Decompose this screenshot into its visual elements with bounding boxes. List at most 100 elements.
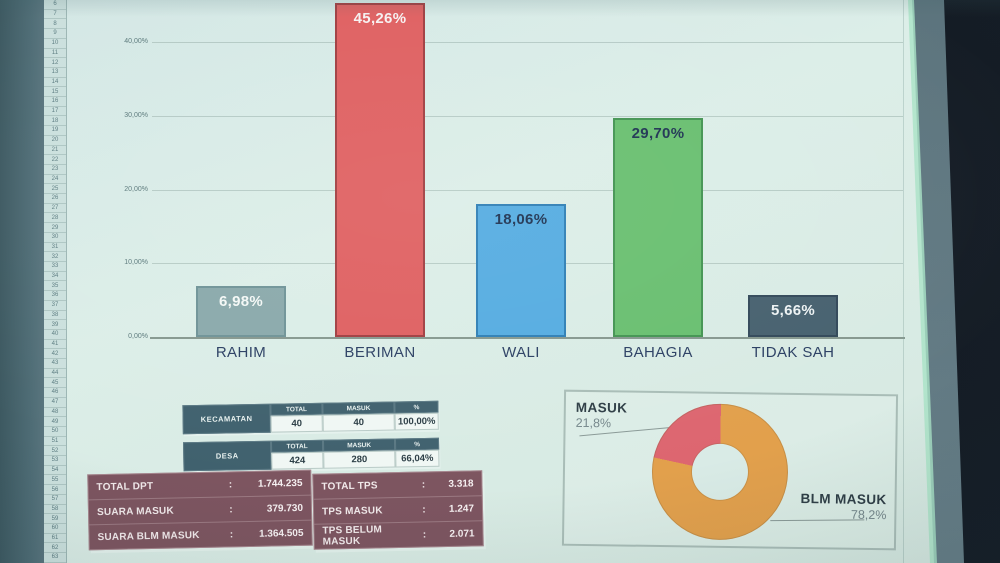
row-value: 1.744.235	[257, 477, 303, 490]
row-number: 23	[44, 165, 66, 175]
bar-beriman	[335, 3, 425, 337]
col-header-pct: %	[394, 437, 440, 451]
category-label: BERIMAN	[344, 344, 416, 361]
projector-left-bezel	[0, 0, 44, 563]
row-number: 59	[44, 514, 66, 524]
gridline	[152, 115, 903, 117]
row-number: 49	[44, 417, 66, 427]
table-row: SUARA BLM MASUK : 1.364.505	[89, 521, 311, 550]
kecamatan-row-label: KECAMATAN	[182, 403, 271, 435]
desa-masuk: 280	[323, 450, 396, 469]
tps-summary-table: TOTAL TPS : 3.318 TPS MASUK : 1.247 TPS …	[312, 470, 484, 550]
category-label: WALI	[502, 344, 540, 361]
row-number: 37	[44, 301, 66, 311]
gridline	[152, 189, 903, 191]
row-number: 62	[44, 543, 66, 554]
row-number: 38	[44, 311, 66, 321]
row-value: 1.364.505	[258, 527, 304, 540]
row-number: 51	[44, 437, 66, 447]
bar-wali	[476, 203, 566, 337]
row-number: 45	[44, 378, 66, 389]
row-number: 32	[44, 252, 66, 262]
callout-lines	[579, 426, 865, 522]
row-number: 39	[44, 320, 66, 330]
x-axis-line	[150, 337, 905, 339]
row-number: 22	[44, 155, 66, 165]
desa-pct: 66,04%	[395, 449, 440, 468]
table-row: TPS MASUK : 1.247	[313, 496, 483, 525]
row-number: 56	[44, 485, 66, 495]
row-number: 36	[44, 291, 66, 301]
row-label: TPS BELUM MASUK	[322, 524, 383, 548]
masuk-percentage: 21,8%	[575, 415, 612, 431]
separator: :	[422, 503, 426, 515]
row-label: SUARA BLM MASUK	[97, 529, 200, 543]
donut-label-masuk: MASUK 21,8%	[576, 400, 628, 431]
row-number: 47	[44, 398, 66, 408]
row-number: 31	[44, 243, 66, 253]
row-number: 28	[44, 213, 66, 224]
category-label: RAHIM	[215, 344, 267, 361]
y-axis-tick-label: 30,00%	[124, 111, 148, 119]
table-row: TOTAL TPS : 3.318	[313, 471, 482, 500]
row-number: 11	[44, 49, 66, 59]
row-number: 16	[44, 97, 66, 107]
row-number: 20	[44, 136, 66, 146]
y-axis-tick-label: 10,00%	[124, 259, 148, 267]
row-number: 44	[44, 369, 66, 379]
row-number: 58	[44, 505, 66, 515]
row-number: 42	[44, 349, 66, 360]
separator: :	[229, 503, 233, 515]
bar-bahagia	[613, 117, 703, 337]
row-number: 53	[44, 456, 66, 466]
row-number: 30	[44, 233, 66, 243]
row-label: SUARA MASUK	[96, 505, 174, 518]
col-header-pct: %	[394, 400, 439, 414]
row-number: 52	[44, 446, 66, 457]
row-number: 33	[44, 262, 66, 272]
row-label: TPS MASUK	[321, 504, 383, 518]
donut-chart-panel: MASUK 21,8% BLM MASUK 78,2%	[561, 389, 899, 551]
y-axis-tick-label: 0,00%	[128, 333, 148, 340]
region-progress-tables: KECAMATAN TOTAL MASUK % 40 40 100,00% DE…	[182, 400, 440, 479]
row-number: 43	[44, 359, 66, 369]
bar-value-label: 6,98%	[218, 292, 264, 310]
row-number: 29	[44, 223, 66, 233]
category-label: TIDAK SAH	[751, 344, 835, 361]
row-number: 19	[44, 126, 66, 136]
row-number: 46	[44, 388, 66, 398]
separator: :	[422, 528, 427, 540]
row-number: 13	[44, 68, 66, 78]
row-number: 14	[44, 78, 66, 88]
row-number: 55	[44, 475, 66, 486]
row-number: 27	[44, 204, 66, 214]
row-number: 12	[44, 58, 66, 68]
kecamatan-pct: 100,00%	[394, 412, 439, 431]
row-label: TOTAL DPT	[96, 480, 154, 493]
bar-value-label: 29,70%	[631, 124, 685, 142]
row-number: 18	[44, 116, 66, 127]
kecamatan-table: KECAMATAN TOTAL MASUK % 40 40 100,00%	[182, 400, 439, 435]
col-header-total: TOTAL	[270, 402, 323, 416]
row-number: 35	[44, 281, 66, 292]
row-value: 3.318	[448, 477, 474, 490]
row-number: 7	[44, 10, 66, 20]
bar-value-label: 5,66%	[770, 302, 816, 320]
separator: :	[228, 478, 233, 490]
row-number: 25	[44, 184, 66, 195]
row-number: 60	[44, 524, 66, 534]
row-number: 48	[44, 408, 66, 418]
row-value: 379.730	[266, 502, 304, 515]
row-number: 40	[44, 330, 66, 340]
separator: :	[421, 478, 426, 490]
dpt-summary-table: TOTAL DPT : 1.744.235 SUARA MASUK : 379.…	[87, 469, 313, 551]
row-value: 1.247	[448, 502, 475, 515]
row-number: 26	[44, 194, 66, 204]
row-number: 9	[44, 29, 66, 39]
desa-total: 424	[271, 451, 324, 470]
category-label: BAHAGIA	[623, 344, 693, 361]
row-number: 50	[44, 427, 66, 437]
row-number: 10	[44, 39, 66, 49]
blm-masuk-title: BLM MASUK	[800, 490, 887, 508]
